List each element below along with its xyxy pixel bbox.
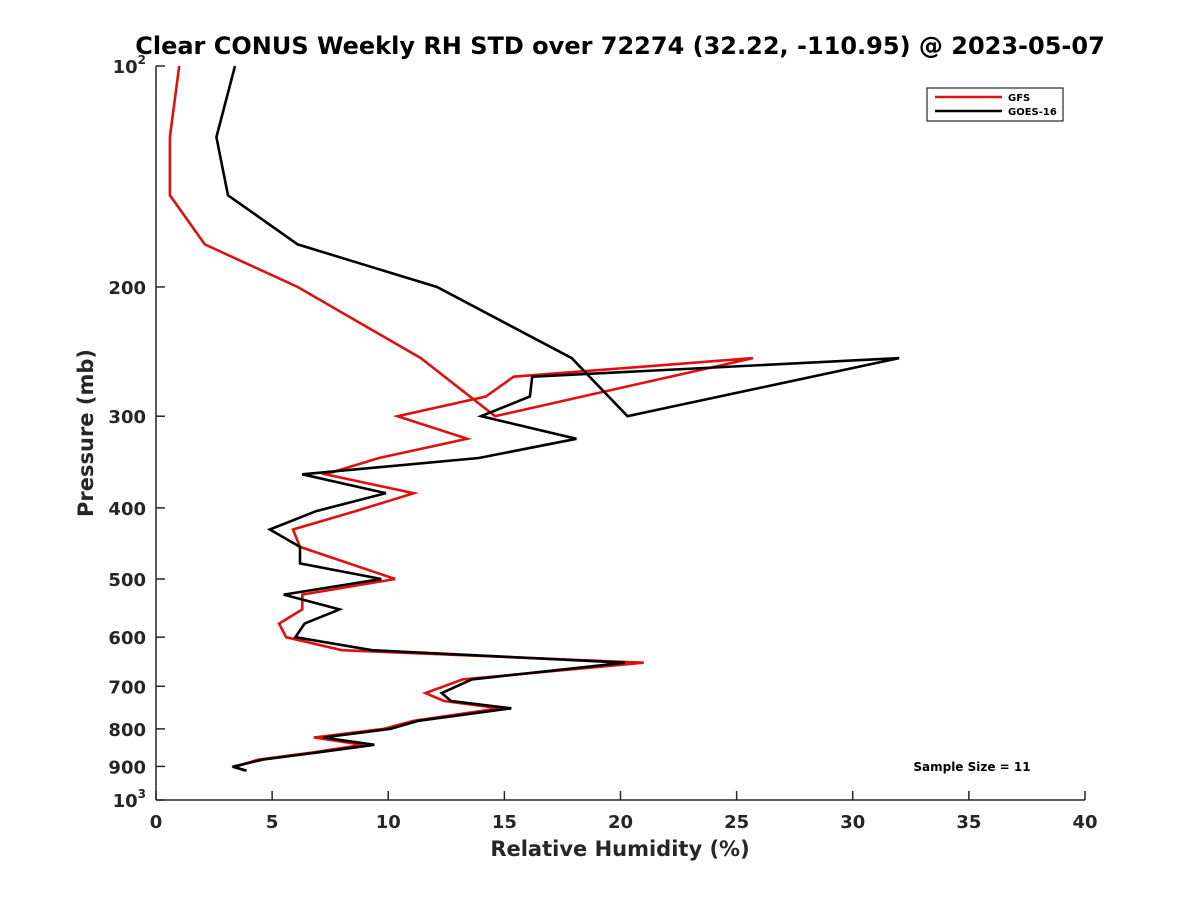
- x-tick-label: 30: [840, 812, 865, 833]
- x-tick-label: 5: [266, 812, 279, 833]
- series-line-goes-16: [215, 65, 900, 772]
- x-axis-label: Relative Humidity (%): [490, 837, 749, 861]
- y-tick-label: 200: [108, 278, 146, 299]
- y-tick-label: 600: [108, 628, 146, 649]
- plot-lines: [168, 65, 900, 772]
- y-axis-ticks: 102 200 300 400 500 600 700 800 900 103: [108, 53, 165, 812]
- y-tick-label: 900: [108, 757, 146, 778]
- chart-title: Clear CONUS Weekly RH STD over 72274 (32…: [135, 32, 1105, 60]
- y-tick-label: 700: [108, 677, 146, 698]
- legend-label-goes-16: GOES-16: [1008, 107, 1057, 118]
- y-tick-label: 102: [113, 53, 146, 78]
- y-tick-label: 300: [108, 407, 146, 428]
- x-tick-label: 20: [608, 812, 633, 833]
- x-tick-label: 0: [150, 812, 163, 833]
- y-tick-label: 103: [113, 787, 146, 812]
- sample-size-annotation: Sample Size = 11: [913, 760, 1030, 774]
- x-tick-label: 15: [492, 812, 517, 833]
- x-tick-label: 35: [956, 812, 981, 833]
- x-tick-label: 25: [724, 812, 749, 833]
- series-line-gfs: [168, 65, 754, 772]
- legend-label-gfs: GFS: [1008, 93, 1030, 104]
- legend: GFS GOES-16: [926, 87, 1064, 122]
- x-axis-ticks: 0 5 10 15 20 25 30 35 40: [150, 791, 1098, 833]
- y-tick-label: 400: [108, 499, 146, 520]
- y-tick-label: 500: [108, 570, 146, 591]
- y-tick-label: 800: [108, 720, 146, 741]
- x-tick-label: 40: [1072, 812, 1097, 833]
- legend-box: [926, 87, 1064, 122]
- x-tick-label: 10: [376, 812, 401, 833]
- y-axis-label: Pressure (mb): [74, 349, 98, 517]
